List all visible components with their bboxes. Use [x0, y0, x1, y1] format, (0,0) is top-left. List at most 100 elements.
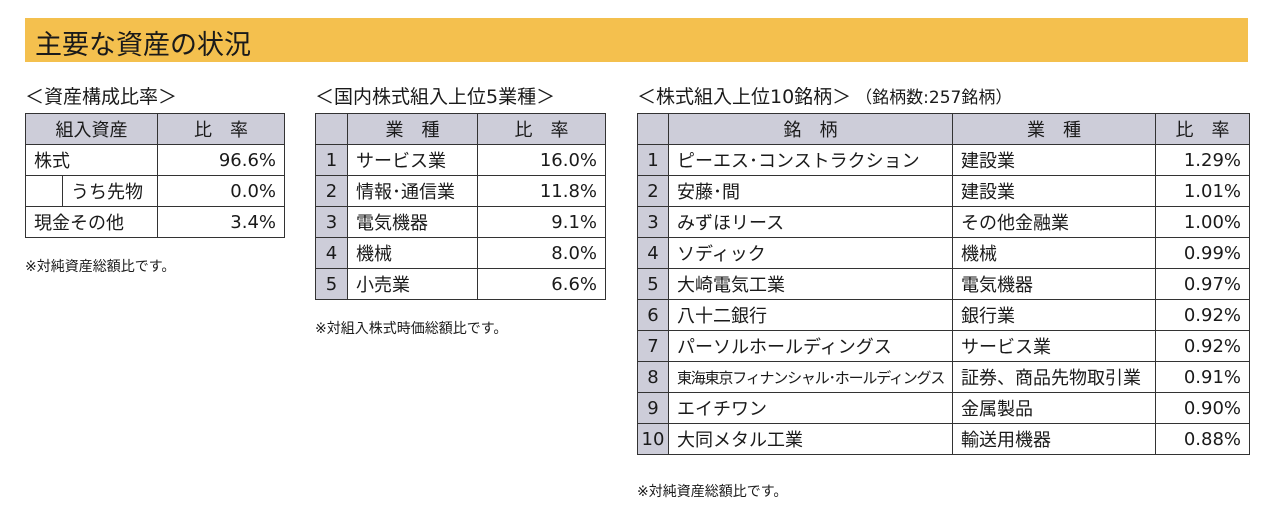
row: 4 機械 8.0%: [315, 237, 606, 269]
cell: うち先物: [62, 175, 158, 207]
cell: 1.01%: [1155, 175, 1250, 207]
rank: 1: [315, 144, 348, 176]
col-header: 比 率: [1155, 113, 1250, 145]
cell: 八十二銀行: [668, 299, 953, 331]
cell: パーソルホールディングス: [668, 330, 953, 362]
note: ※対組入株式時価総額比です。: [315, 321, 508, 337]
rank: 3: [315, 206, 348, 238]
row: 2 安藤･間 建設業 1.01%: [637, 175, 1250, 207]
cell: 金属製品: [952, 392, 1156, 424]
cell: 証券、商品先物取引業: [952, 361, 1156, 393]
note: ※対純資産総額比です。: [25, 259, 176, 275]
cell: サービス業: [952, 330, 1156, 362]
cell: 0.92%: [1155, 299, 1250, 331]
cell: 機械: [952, 237, 1156, 269]
holdings-table: 銘 柄業 種比 率 1 ピーエス･コンストラクション 建設業 1.29% 2 安藤･間 建設業…: [637, 113, 1250, 455]
col-header: 比 率: [477, 113, 606, 145]
indent: [25, 175, 63, 207]
row: 3 みずほリース その他金融業 1.00%: [637, 206, 1250, 238]
rank: 5: [637, 268, 669, 300]
header-row: 銘 柄業 種比 率: [637, 113, 1250, 145]
row: 6 八十二銀行 銀行業 0.92%: [637, 299, 1250, 331]
cell: 0.92%: [1155, 330, 1250, 362]
title-text: ＜株式組入上位10銘柄＞: [637, 86, 852, 108]
header-title: 主要な資産の状況: [35, 30, 251, 61]
cell-text: 東海東京フィナンシャル･ホールディングス: [677, 368, 945, 387]
cell: 1.29%: [1155, 144, 1250, 176]
row: 4 ソディック 機械 0.99%: [637, 237, 1250, 269]
col-header: 業 種: [347, 113, 478, 145]
rank: 1: [637, 144, 669, 176]
rank: 5: [315, 268, 348, 300]
industry-table: 業 種比 率 1 サービス業 16.0% 2 情報･通信業 11.8% 3 電気機器 9.1% 4 機…: [315, 113, 606, 300]
cell: 6.6%: [477, 268, 606, 300]
cell: 電気機器: [952, 268, 1156, 300]
col-header: [637, 113, 669, 145]
row: 10 大同メタル工業 輸送用機器 0.88%: [637, 423, 1250, 455]
cell: 安藤･間: [668, 175, 953, 207]
cell: 建設業: [952, 175, 1156, 207]
row: 3 電気機器 9.1%: [315, 206, 606, 238]
cell: ソディック: [668, 237, 953, 269]
rank: 2: [315, 175, 348, 207]
cell: 0.99%: [1155, 237, 1250, 269]
header-bar: 主要な資産の状況: [25, 18, 1248, 62]
rank: 4: [315, 237, 348, 269]
cell: 0.90%: [1155, 392, 1250, 424]
row: 1 サービス業 16.0%: [315, 144, 606, 176]
cell: 東海東京フィナンシャル･ホールディングス: [668, 361, 953, 393]
cell: 建設業: [952, 144, 1156, 176]
row: 2 情報･通信業 11.8%: [315, 175, 606, 207]
subtitle: （銘柄数:257銘柄）: [855, 88, 1013, 108]
row: 5 小売業 6.6%: [315, 268, 606, 300]
cell: 輸送用機器: [952, 423, 1156, 455]
cell: 11.8%: [477, 175, 606, 207]
row: 5 大崎電気工業 電気機器 0.97%: [637, 268, 1250, 300]
cell: みずほリース: [668, 206, 953, 238]
cell: 大同メタル工業: [668, 423, 953, 455]
cell: 96.6%: [157, 144, 285, 176]
rank: 10: [637, 423, 669, 455]
rank: 3: [637, 206, 669, 238]
cell: 9.1%: [477, 206, 606, 238]
cell: サービス業: [347, 144, 478, 176]
cell: 0.0%: [157, 175, 285, 207]
col-header: [315, 113, 348, 145]
col-header: 業 種: [952, 113, 1156, 145]
row: 7 パーソルホールディングス サービス業 0.92%: [637, 330, 1250, 362]
rank: 7: [637, 330, 669, 362]
rank: 9: [637, 392, 669, 424]
cell: 1.00%: [1155, 206, 1250, 238]
section-title: ＜資産構成比率＞: [25, 86, 178, 108]
cell: 電気機器: [347, 206, 478, 238]
section-title: ＜株式組入上位10銘柄＞ （銘柄数:257銘柄）: [637, 82, 1012, 109]
cell: 0.88%: [1155, 423, 1250, 455]
row: 9 エイチワン 金属製品 0.90%: [637, 392, 1250, 424]
rank: 2: [637, 175, 669, 207]
rank: 8: [637, 361, 669, 393]
cell: 株式: [25, 144, 158, 176]
cell: 3.4%: [157, 206, 285, 238]
asset-table: 組入資産比 率 株式 96.6% うち先物 0.0% 現金その他 3.4%: [25, 113, 285, 238]
col-header: 銘 柄: [668, 113, 953, 145]
col-header: 比 率: [157, 113, 285, 145]
cell: 8.0%: [477, 237, 606, 269]
section-title: ＜国内株式組入上位5業種＞: [315, 86, 556, 108]
cell: 大崎電気工業: [668, 268, 953, 300]
cell: 0.91%: [1155, 361, 1250, 393]
note: ※対純資産総額比です。: [637, 484, 788, 500]
rank: 4: [637, 237, 669, 269]
cell: 機械: [347, 237, 478, 269]
cell: 現金その他: [25, 206, 158, 238]
cell: ピーエス･コンストラクション: [668, 144, 953, 176]
cell: 銀行業: [952, 299, 1156, 331]
cell: その他金融業: [952, 206, 1156, 238]
row: 8 東海東京フィナンシャル･ホールディングス 証券、商品先物取引業 0.91%: [637, 361, 1250, 393]
row: 1 ピーエス･コンストラクション 建設業 1.29%: [637, 144, 1250, 176]
cell: 0.97%: [1155, 268, 1250, 300]
cell: エイチワン: [668, 392, 953, 424]
cell: 小売業: [347, 268, 478, 300]
rank: 6: [637, 299, 669, 331]
cell: 16.0%: [477, 144, 606, 176]
